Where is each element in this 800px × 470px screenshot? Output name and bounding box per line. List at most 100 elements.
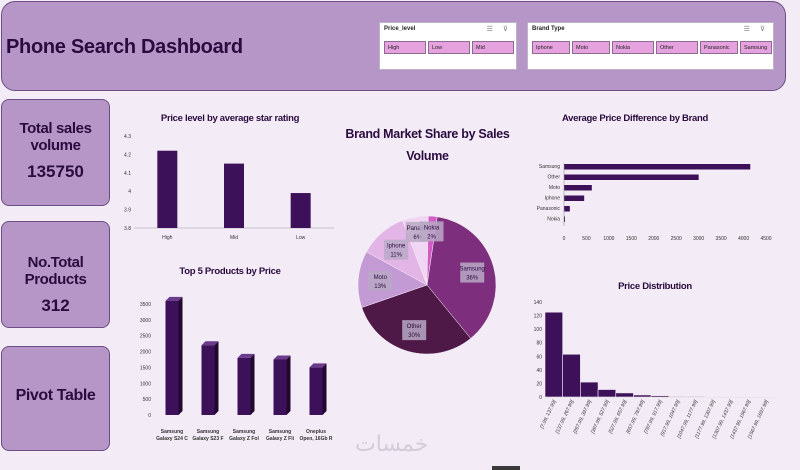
bar-low <box>290 193 311 228</box>
y-tick-label: 4.1 <box>124 171 131 177</box>
x-tick-label: 2500 <box>671 236 682 242</box>
price-level-slicer: Price_level ☰ ⊽ High Low Mid <box>379 22 517 70</box>
price-level-slicer-title: Price_level <box>384 26 416 32</box>
pie-label-box <box>402 320 427 341</box>
slicer-item-high[interactable]: High <box>384 41 426 54</box>
bar-product <box>309 367 323 415</box>
watermark: خمسات <box>355 432 429 457</box>
y-tick-label: 3.9 <box>124 208 131 214</box>
pie-slice-other <box>361 284 472 355</box>
chart-avg-price-brand: Samsung Other Moto Iphone Panasonic Nokia 0 500… <box>537 163 772 242</box>
y-tick-label: 3000 <box>140 318 151 324</box>
x-tick-label: 2000 <box>648 236 659 242</box>
histogram-bin <box>650 395 670 398</box>
bar-product <box>201 345 215 415</box>
bar-top <box>273 355 291 360</box>
x-tick-label: Oneplus <box>306 429 326 435</box>
x-tick-label: Galaxy S24 C <box>156 436 188 442</box>
histogram-bin <box>544 311 563 398</box>
x-tick-label: 4000 <box>738 236 749 242</box>
chart-title-top5: Top 5 Products by Price <box>179 266 281 277</box>
bar-side <box>250 353 255 415</box>
page-title: Phone Search Dashboard <box>6 36 243 58</box>
pie-label-name: Samsung <box>460 267 485 273</box>
y-tick-label: 120 <box>534 314 543 320</box>
y-tick-label: Other <box>547 175 560 181</box>
y-tick-label: 1500 <box>140 365 151 371</box>
kpi-total-sales-card: Total sales volume 135750 <box>1 99 110 206</box>
chart-title-avg-price: Average Price Difference by Brand <box>561 113 709 124</box>
histogram-bin <box>597 389 617 398</box>
kpi-total-sales-label: Total sales volume <box>19 120 92 154</box>
y-tick-label: 80 <box>536 341 542 347</box>
scroll-indicator <box>492 466 520 470</box>
slicer-item-moto[interactable]: Moto <box>572 41 610 54</box>
y-tick-label: 500 <box>143 397 152 403</box>
y-tick-label: 0 <box>148 413 151 419</box>
bar-samsung <box>564 164 751 170</box>
x-tick-label: Galaxy Z Fli <box>266 436 295 442</box>
bar-product <box>165 300 179 415</box>
histogram-bin <box>562 353 581 398</box>
pie-label-name: Iphone <box>387 244 406 250</box>
y-tick-label: 2500 <box>140 334 151 340</box>
bar-top <box>309 363 327 368</box>
y-tick-label: 60 <box>536 354 542 360</box>
pie-label-name: Other <box>407 324 422 330</box>
bar-product <box>273 359 287 415</box>
histogram-bin <box>580 381 599 398</box>
pie-label-percent: 30% <box>408 333 421 339</box>
slicer-filter-icon[interactable]: ☰ ⊽ <box>743 26 769 33</box>
y-tick-label: 3.8 <box>124 226 131 232</box>
slicer-item-low[interactable]: Low <box>428 41 470 54</box>
y-tick-label: 100 <box>534 327 543 333</box>
slicer-item-other[interactable]: Other <box>656 41 698 54</box>
y-tick-label: 1000 <box>140 381 151 387</box>
bar-high <box>157 150 178 228</box>
slicer-item-samsung[interactable]: Samsung <box>740 41 772 54</box>
x-tick-label: 1000 <box>603 236 614 242</box>
bar-other <box>564 174 699 180</box>
chart-price-level: 4.3 4.2 4.1 4 3.9 3.8 High Mid Low <box>124 134 334 241</box>
x-tick-label: Samsung <box>269 429 292 435</box>
pie-label-name: Nokia <box>424 225 440 231</box>
pivot-table-card[interactable]: Pivot Table <box>1 346 110 451</box>
slicer-item-iphone[interactable]: Iphone <box>532 41 570 54</box>
slicer-item-mid[interactable]: Mid <box>472 41 514 54</box>
slicer-item-nokia[interactable]: Nokia <box>612 41 654 54</box>
y-tick-label: 140 <box>534 300 543 306</box>
slicer-item-panasonic[interactable]: Panasonic <box>700 41 738 54</box>
x-tick-label: Samsung <box>161 429 184 435</box>
bar-side <box>178 296 183 415</box>
y-tick-label: Iphone <box>545 196 561 202</box>
slicer-filter-icon[interactable]: ☰ ⊽ <box>486 26 512 33</box>
x-tick-label: 1500 <box>626 236 637 242</box>
bar-nokia <box>564 216 565 222</box>
bar-side <box>322 363 327 415</box>
bar-top <box>237 353 255 358</box>
bar-side <box>214 341 219 415</box>
pie-label-name: Panasor <box>407 226 429 232</box>
bar-top <box>165 296 183 301</box>
histogram-bin <box>615 392 634 398</box>
pie-label-box <box>384 239 409 260</box>
pie-label-box <box>368 271 393 292</box>
y-tick-label: Samsung <box>539 164 560 170</box>
bar-iphone <box>564 195 585 201</box>
y-tick-label: 0 <box>539 395 542 401</box>
histogram-bin <box>686 396 705 398</box>
pie-label-name: Moto <box>374 275 388 281</box>
y-tick-label: 3500 <box>140 302 151 308</box>
chart-title-price-level: Price level by average star rating <box>160 113 300 124</box>
y-tick-label: 4.2 <box>124 152 131 158</box>
bar-mid <box>224 163 244 228</box>
y-tick-label: 4.3 <box>124 134 131 140</box>
market-share-title-line-1: Brand Market Share by Sales <box>345 127 510 141</box>
y-tick-label: 2000 <box>140 350 151 356</box>
bar-moto <box>564 185 592 191</box>
chart-top5-products: 3500300025002000150010005000SamsungGalax… <box>140 296 333 442</box>
histogram-bin <box>668 396 687 398</box>
x-tick-label: 0 <box>563 236 566 242</box>
brand-type-slicer-title: Brand Type <box>532 26 565 32</box>
